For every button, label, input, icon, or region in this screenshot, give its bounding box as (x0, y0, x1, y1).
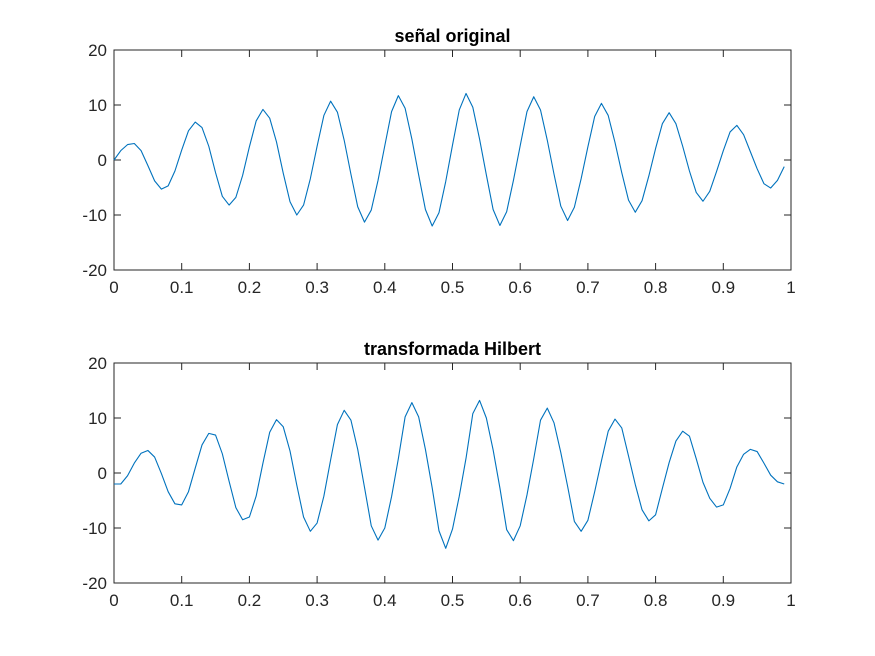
x-tick-label: 0.3 (305, 591, 329, 610)
x-tick-label: 0.4 (373, 278, 397, 297)
series-line-hilbert-transform (114, 399, 785, 549)
x-tick-label: 0.7 (576, 278, 600, 297)
tick-group: 0 0.1 0.2 0.3 0.4 0.5 0.6 0.7 0.8 0.9 1 -20 -10 0 10 20 (82, 41, 795, 297)
tick-group: 0 0.1 0.2 0.3 0.4 0.5 0.6 0.7 0.8 0.9 1 -20 -10 0 10 20 (82, 354, 795, 610)
y-tick-label: 10 (88, 409, 107, 428)
y-tick-label: -10 (82, 519, 107, 538)
y-tick-label: -10 (82, 206, 107, 225)
axes-box (113, 362, 792, 584)
x-tick-label: 0.4 (373, 591, 397, 610)
axes-box (113, 49, 792, 271)
x-tick-label: 0.1 (170, 591, 194, 610)
x-tick-label: 1 (786, 278, 795, 297)
subplot-hilbert-transform: transformada Hilbert 0 0.1 0.2 0.3 0.4 0.5 0.6… (82, 339, 795, 610)
y-tick-label: 0 (98, 464, 107, 483)
x-tick-label: 0.7 (576, 591, 600, 610)
x-tick-label: 0.9 (711, 278, 735, 297)
x-tick-label: 0.1 (170, 278, 194, 297)
x-tick-label: 0.5 (441, 278, 465, 297)
x-tick-label: 0.8 (644, 591, 668, 610)
y-tick-label: -20 (82, 261, 107, 280)
y-tick-label: 10 (88, 96, 107, 115)
y-tick-label: -20 (82, 574, 107, 593)
x-tick-label: 0.2 (238, 278, 262, 297)
x-tick-label: 0 (109, 591, 118, 610)
x-tick-label: 1 (786, 591, 795, 610)
series-line-original-signal (113, 92, 785, 227)
y-tick-label: 0 (98, 151, 107, 170)
x-tick-label: 0.6 (508, 591, 532, 610)
x-tick-label: 0.2 (238, 591, 262, 610)
x-tick-label: 0.8 (644, 278, 668, 297)
chart-title: transformada Hilbert (364, 339, 541, 359)
y-tick-label: 20 (88, 41, 107, 60)
subplot-original-signal: señal original 0 0.1 0.2 0.3 0.4 0.5 0.6 0.7 0.8… (82, 26, 795, 297)
y-tick-label: 20 (88, 354, 107, 373)
x-tick-label: 0 (109, 278, 118, 297)
x-tick-label: 0.3 (305, 278, 329, 297)
x-tick-label: 0.9 (711, 591, 735, 610)
x-tick-label: 0.6 (508, 278, 532, 297)
x-tick-label: 0.5 (441, 591, 465, 610)
chart-title: señal original (394, 26, 510, 46)
